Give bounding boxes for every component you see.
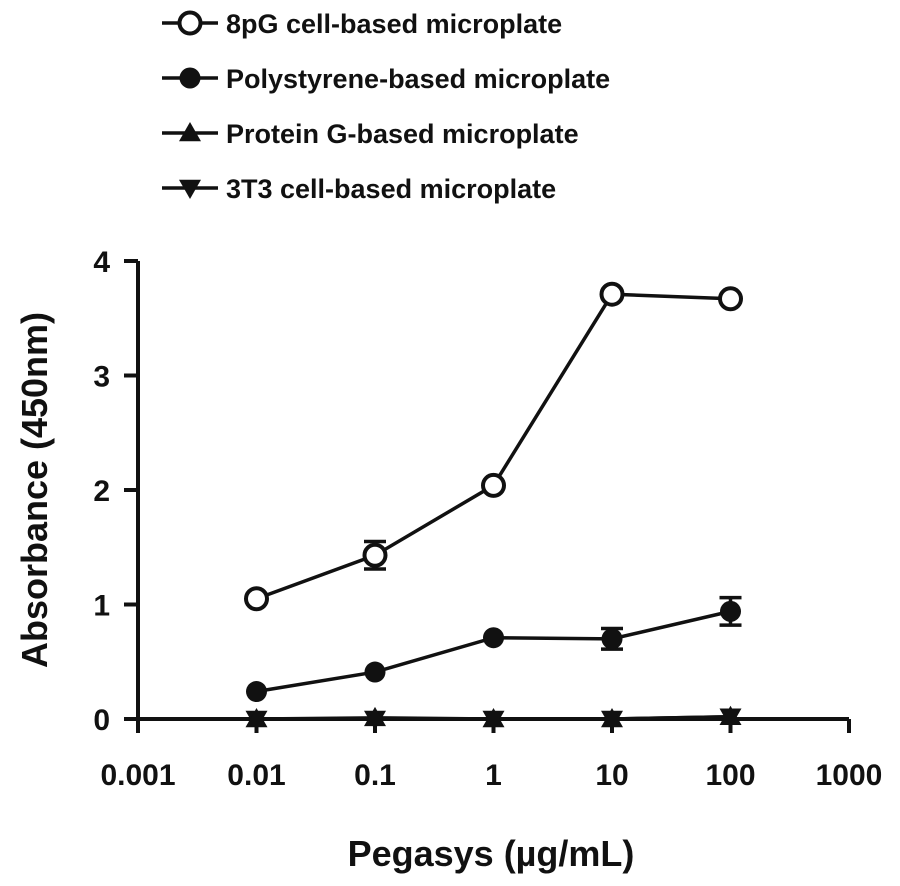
data-point bbox=[246, 681, 267, 703]
axes: 0 1 2 3 4 0.001 0.01 0.1 1 10 100 1000 bbox=[93, 246, 882, 792]
legend: 8pG cell-based microplate Polystyrene-bas… bbox=[162, 9, 610, 204]
legend-marker bbox=[179, 122, 201, 142]
data-point bbox=[364, 661, 386, 683]
legend-marker bbox=[179, 67, 201, 89]
x-tick-label: 0.001 bbox=[100, 759, 175, 792]
legend-marker bbox=[177, 10, 203, 36]
series-2 bbox=[246, 595, 742, 703]
legend-label: 3T3 cell-based microplate bbox=[226, 174, 556, 204]
data-point bbox=[601, 708, 623, 728]
series-layer bbox=[244, 281, 743, 730]
data-point bbox=[482, 708, 505, 728]
y-tick-label: 3 bbox=[93, 361, 110, 394]
legend-entry-3: Protein G-based microplate bbox=[162, 119, 579, 149]
series-line bbox=[256, 609, 731, 694]
y-tick-label: 1 bbox=[93, 590, 110, 623]
data-point bbox=[719, 705, 742, 725]
x-axis-label: Pegasys (µg/mL) bbox=[348, 833, 635, 874]
legend-entry-4: 3T3 cell-based microplate bbox=[162, 174, 556, 204]
data-point bbox=[245, 708, 268, 728]
x-tick-label: 1 bbox=[485, 759, 502, 792]
data-point bbox=[718, 286, 743, 312]
x-tick-label: 1000 bbox=[816, 759, 883, 792]
series-1 bbox=[244, 281, 743, 612]
data-point bbox=[601, 628, 623, 650]
legend-label: 8pG cell-based microplate bbox=[226, 9, 562, 39]
data-point bbox=[720, 600, 741, 622]
x-tick-label: 100 bbox=[705, 759, 755, 792]
series-3 bbox=[245, 705, 742, 728]
legend-entry-1: 8pG cell-based microplate bbox=[162, 9, 562, 39]
legend-entry-2: Polystyrene-based microplate bbox=[162, 64, 610, 94]
legend-label: Protein G-based microplate bbox=[226, 119, 579, 149]
data-point bbox=[599, 281, 625, 307]
x-tick-label: 10 bbox=[595, 759, 628, 792]
y-axis-label: Absorbance (450nm) bbox=[14, 312, 55, 668]
legend-marker bbox=[179, 179, 201, 199]
series-line bbox=[255, 292, 731, 601]
y-tick-label: 0 bbox=[93, 704, 110, 737]
y-tick-label: 4 bbox=[93, 246, 110, 279]
data-point bbox=[364, 706, 386, 727]
y-tick-label: 2 bbox=[93, 475, 110, 508]
data-point bbox=[244, 586, 269, 612]
x-tick-label: 0.01 bbox=[227, 759, 285, 792]
x-tick-label: 0.1 bbox=[354, 759, 396, 792]
data-point bbox=[481, 472, 506, 498]
legend-label: Polystyrene-based microplate bbox=[226, 64, 610, 94]
data-point bbox=[483, 627, 504, 649]
data-point bbox=[362, 542, 388, 568]
